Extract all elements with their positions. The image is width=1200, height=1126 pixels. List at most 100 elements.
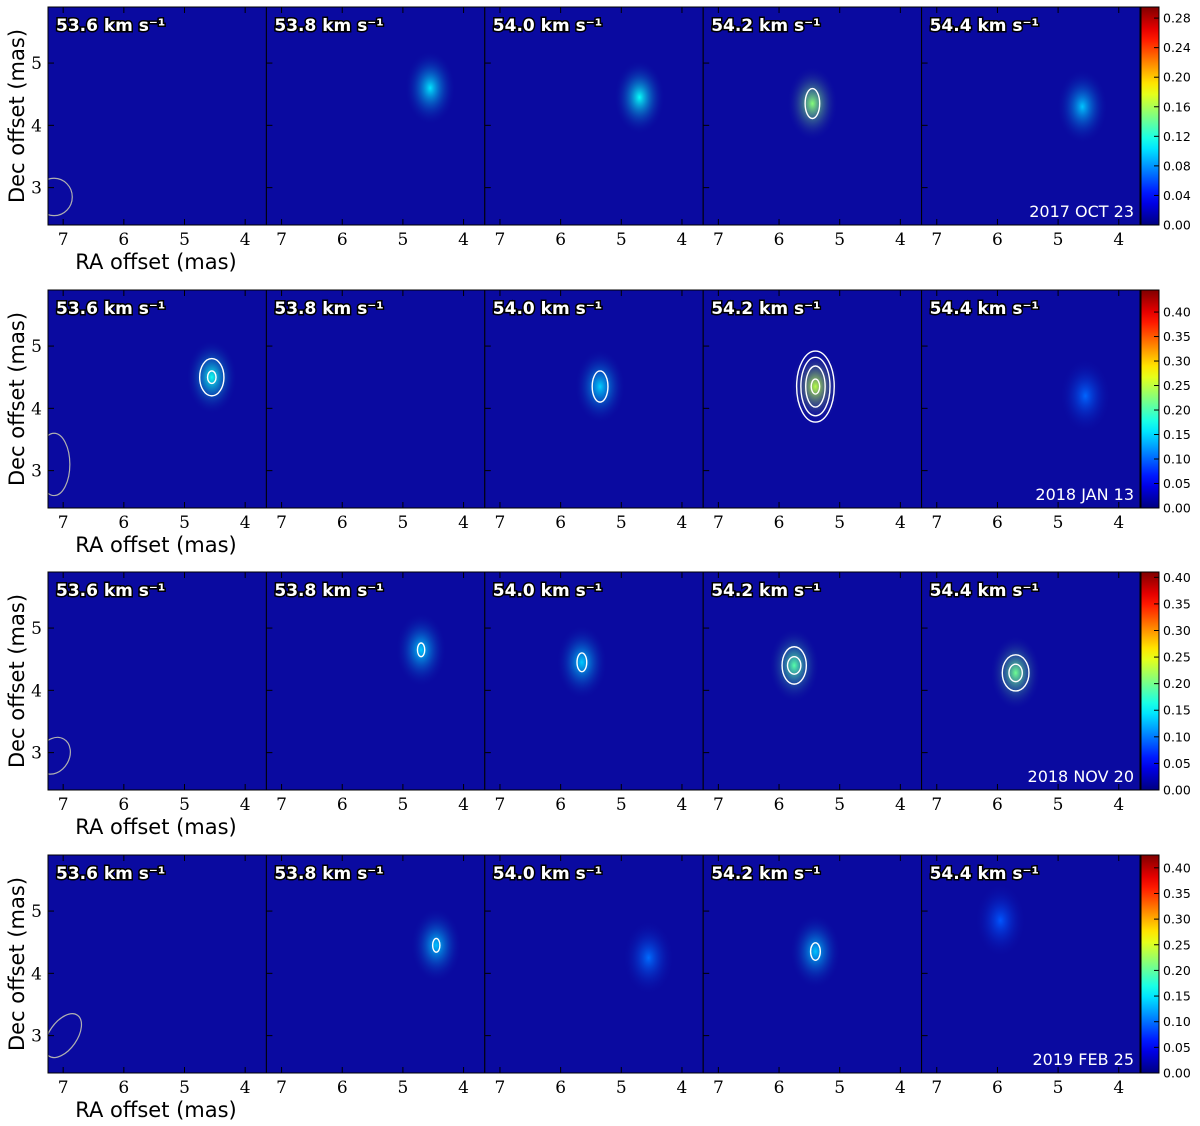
x-tick-label: 4 xyxy=(677,513,688,533)
colorbar: 0.00 0.05 0.10 0.15 0.20 0.25 0.30 0.35 0.40 xyxy=(1140,570,1191,798)
epoch-row-3: 53.6 km s⁻¹ 7 6 5 4 3 4 5 53.8 km s⁻¹ 7 6 5 4 54.0 km… xyxy=(5,570,1191,839)
x-tick-label: 6 xyxy=(992,1078,1003,1098)
x-tick-label: 6 xyxy=(337,795,348,815)
x-tick-label: 7 xyxy=(713,513,724,533)
colorbar-tick-label: 0.15 xyxy=(1163,703,1191,718)
y-axis-label: Dec offset (mas) xyxy=(5,877,29,1051)
channel-panel: 54.0 km s⁻¹ 7 6 5 4 xyxy=(484,854,704,1098)
x-tick-label: 7 xyxy=(931,795,942,815)
x-tick-label: 7 xyxy=(58,230,69,250)
epoch-label: 2018 NOV 20 xyxy=(1028,767,1134,786)
x-tick-label: 5 xyxy=(1053,230,1064,250)
y-tick-label: 3 xyxy=(31,1027,42,1047)
x-tick-label: 4 xyxy=(458,795,469,815)
colorbar-tick-label: 0.08 xyxy=(1163,158,1191,173)
colorbar-tick-label: 0.05 xyxy=(1163,476,1191,491)
contour xyxy=(805,365,826,408)
contour xyxy=(804,87,821,120)
colorbar-tick-label: 0.05 xyxy=(1163,1040,1191,1055)
x-tick-label: 5 xyxy=(179,513,190,533)
contour xyxy=(800,356,831,417)
x-tick-label: 6 xyxy=(992,230,1003,250)
emission-spot xyxy=(623,920,675,996)
x-tick-label: 4 xyxy=(240,1078,251,1098)
velocity-label: 54.2 km s⁻¹ xyxy=(711,299,820,319)
emission-spot xyxy=(574,349,626,424)
velocity-label: 54.2 km s⁻¹ xyxy=(711,581,820,601)
channel-panel: 53.8 km s⁻¹ 7 6 5 4 xyxy=(265,854,486,1098)
y-tick-label: 5 xyxy=(31,619,42,639)
x-tick-label: 4 xyxy=(895,230,906,250)
x-tick-label: 5 xyxy=(397,1078,408,1098)
x-tick-label: 4 xyxy=(458,513,469,533)
x-tick-label: 4 xyxy=(240,795,251,815)
colorbar-tick-label: 0.00 xyxy=(1163,1066,1191,1081)
x-tick-label: 6 xyxy=(774,795,785,815)
x-tick-label: 5 xyxy=(179,230,190,250)
x-tick-label: 6 xyxy=(118,230,129,250)
velocity-label: 54.4 km s⁻¹ xyxy=(930,16,1039,36)
x-tick-label: 7 xyxy=(276,1078,287,1098)
channel-panel: 54.2 km s⁻¹ 7 6 5 4 xyxy=(702,571,923,815)
channel-panel: 53.6 km s⁻¹ 7 6 5 4 3 4 5 xyxy=(31,571,267,815)
y-tick-label: 3 xyxy=(31,744,42,764)
contour xyxy=(416,642,426,658)
colorbar-tick-label: 0.30 xyxy=(1163,912,1191,927)
colorbar-tick-label: 0.24 xyxy=(1163,40,1191,55)
colorbar-tick-label: 0.20 xyxy=(1163,963,1191,978)
emission-spot xyxy=(410,907,462,983)
x-tick-label: 4 xyxy=(1113,1078,1124,1098)
colorbar-tick-label: 0.40 xyxy=(1163,570,1191,585)
x-tick-label: 7 xyxy=(931,230,942,250)
x-tick-label: 4 xyxy=(240,513,251,533)
velocity-label: 53.8 km s⁻¹ xyxy=(274,581,383,601)
panel-background xyxy=(48,7,267,225)
colorbar-tick-label: 0.16 xyxy=(1163,99,1191,114)
channel-panel: 54.4 km s⁻¹ 7 6 5 4 2017 OCT 23 xyxy=(921,6,1141,250)
x-tick-label: 6 xyxy=(337,513,348,533)
channel-panel: 54.4 km s⁻¹ 7 6 5 4 2018 JAN 13 xyxy=(921,289,1141,533)
contour xyxy=(809,942,821,961)
x-tick-label: 5 xyxy=(1053,795,1064,815)
colorbar: 0.00 0.04 0.08 0.12 0.16 0.20 0.24 0.28 xyxy=(1140,6,1191,233)
colorbar-tick-label: 0.25 xyxy=(1163,650,1191,665)
velocity-label: 53.8 km s⁻¹ xyxy=(274,16,383,36)
colorbar-tick-label: 0.20 xyxy=(1163,403,1191,418)
colorbar-tick-label: 0.25 xyxy=(1163,378,1191,393)
x-tick-label: 6 xyxy=(774,513,785,533)
contour xyxy=(198,357,225,397)
channel-panel: 54.0 km s⁻¹ 7 6 5 4 xyxy=(484,289,704,533)
emission-spot xyxy=(974,883,1026,958)
channel-panel: 54.4 km s⁻¹ 7 6 5 4 2018 NOV 20 xyxy=(921,571,1141,815)
colorbar-tick-label: 0.28 xyxy=(1163,11,1191,26)
colorbar-tick-label: 0.10 xyxy=(1163,729,1191,744)
emission-spot xyxy=(1059,358,1111,434)
x-tick-label: 6 xyxy=(774,230,785,250)
x-tick-label: 5 xyxy=(834,513,845,533)
colorbar-tick-label: 0.40 xyxy=(1163,860,1191,875)
x-tick-label: 7 xyxy=(495,795,506,815)
x-tick-label: 7 xyxy=(495,1078,506,1098)
x-tick-label: 6 xyxy=(555,1078,566,1098)
x-tick-label: 7 xyxy=(276,513,287,533)
epoch-label: 2019 FEB 25 xyxy=(1032,1050,1134,1069)
x-tick-label: 4 xyxy=(677,795,688,815)
y-tick-label: 5 xyxy=(31,902,42,922)
x-tick-label: 5 xyxy=(179,795,190,815)
x-tick-label: 7 xyxy=(58,513,69,533)
colorbar-tick-label: 0.00 xyxy=(1163,783,1191,798)
velocity-label: 53.6 km s⁻¹ xyxy=(56,864,165,884)
colorbar-tick-label: 0.04 xyxy=(1163,188,1191,203)
contour xyxy=(810,378,821,395)
velocity-label: 54.0 km s⁻¹ xyxy=(493,581,602,601)
velocity-label: 53.6 km s⁻¹ xyxy=(56,581,165,601)
x-tick-label: 7 xyxy=(931,1078,942,1098)
colorbar: 0.00 0.05 0.10 0.15 0.20 0.25 0.30 0.35 0.40 xyxy=(1140,289,1191,516)
x-tick-label: 6 xyxy=(118,795,129,815)
panel-background xyxy=(266,290,485,508)
x-tick-label: 7 xyxy=(713,1078,724,1098)
colorbar-tick-label: 0.15 xyxy=(1163,427,1191,442)
x-tick-label: 6 xyxy=(337,230,348,250)
